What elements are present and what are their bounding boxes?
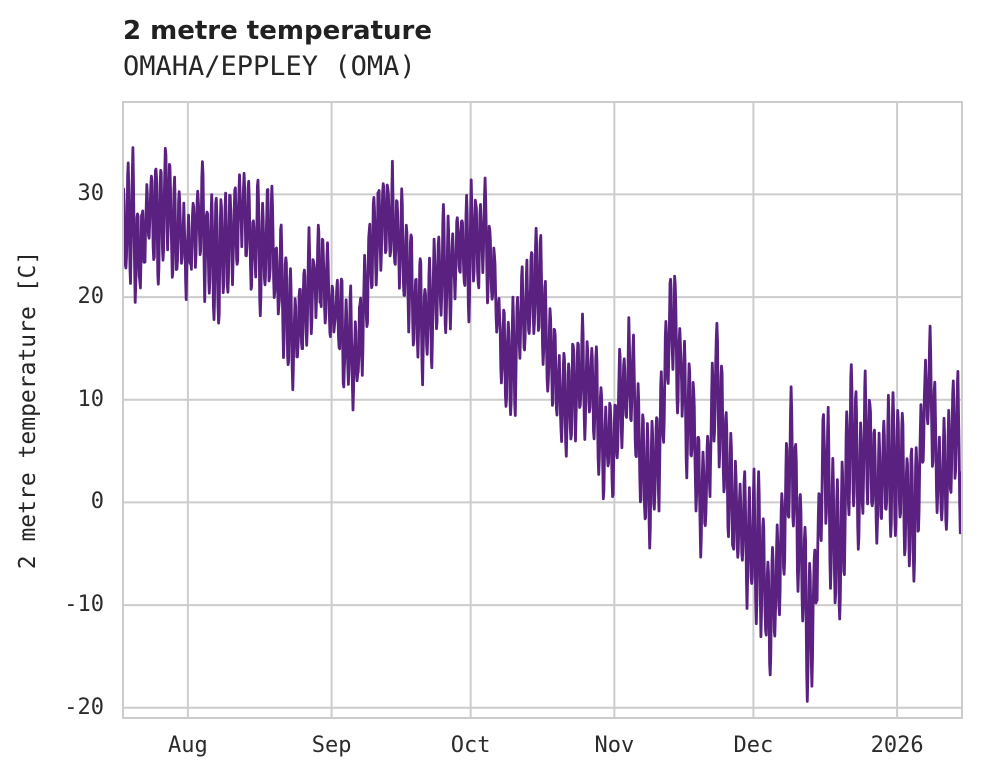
x-tick-label: Sep: [311, 733, 352, 758]
y-tick-label: 10: [77, 386, 105, 412]
y-tick-label: 0: [90, 489, 104, 515]
chart-subtitle: OMAHA/EPPLEY (OMA): [123, 51, 416, 82]
y-tick-label: -10: [64, 592, 104, 618]
x-tick-label: Dec: [733, 733, 774, 758]
temperature-series-line: [123, 146, 962, 703]
x-tick-label: Nov: [594, 733, 635, 758]
y-tick-label: 20: [77, 284, 105, 310]
x-tick-label: Aug: [168, 733, 208, 758]
chart-title: 2 metre temperature: [123, 16, 432, 46]
y-tick-label: 30: [77, 181, 105, 207]
x-tick-label: 2026: [870, 733, 924, 758]
y-tick-label: -20: [64, 694, 104, 720]
plot-border: [122, 101, 963, 719]
x-tick-label: Oct: [450, 733, 491, 758]
